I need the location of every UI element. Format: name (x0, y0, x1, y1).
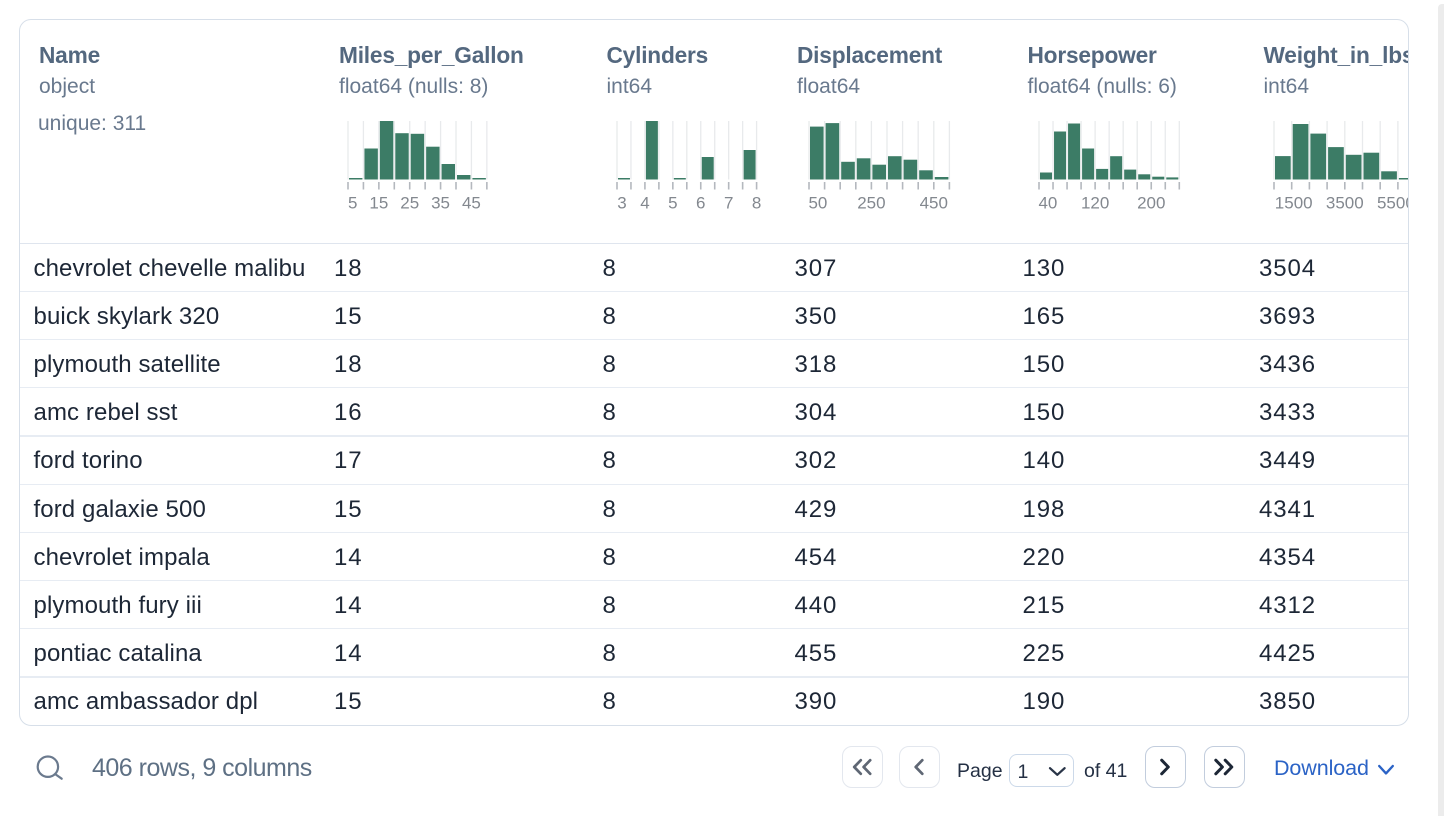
svg-text:45: 45 (462, 193, 481, 212)
svg-text:5500: 5500 (1377, 193, 1409, 212)
svg-text:450: 450 (920, 193, 948, 212)
svg-text:15: 15 (370, 193, 389, 212)
svg-text:40: 40 (1039, 193, 1058, 212)
svg-text:5: 5 (348, 193, 357, 212)
svg-text:5: 5 (668, 193, 677, 212)
svg-text:250: 250 (857, 193, 885, 212)
svg-text:1500: 1500 (1275, 193, 1313, 212)
svg-text:3500: 3500 (1326, 193, 1364, 212)
svg-text:200: 200 (1137, 193, 1165, 212)
svg-text:4: 4 (640, 193, 649, 212)
svg-text:3: 3 (617, 193, 626, 212)
svg-text:8: 8 (752, 193, 761, 212)
svg-text:25: 25 (401, 193, 420, 212)
svg-text:50: 50 (809, 193, 828, 212)
svg-text:120: 120 (1081, 193, 1109, 212)
svg-text:6: 6 (696, 193, 705, 212)
svg-text:35: 35 (432, 193, 451, 212)
svg-text:7: 7 (724, 193, 733, 212)
